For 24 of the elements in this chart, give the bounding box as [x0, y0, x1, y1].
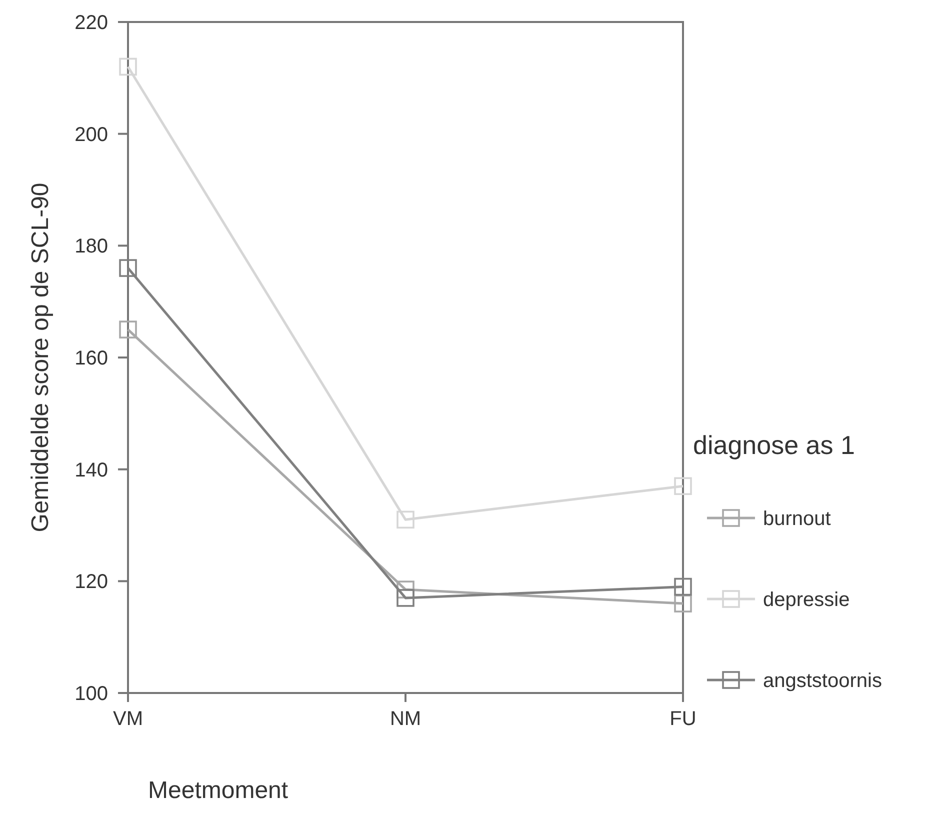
legend-label: angststoornis — [763, 670, 882, 692]
point — [119, 259, 137, 277]
point — [119, 320, 137, 338]
point — [396, 589, 414, 607]
y-tick-label: 200 — [74, 124, 108, 146]
y-tick-label: 120 — [74, 571, 108, 594]
legend-label: burnout — [763, 508, 832, 530]
legend-title: diagnose as 1 — [693, 430, 855, 460]
y-tick-label: 140 — [74, 459, 108, 482]
x-tick-label: FU — [670, 708, 696, 730]
y-axis-title: Gemiddelde score op de SCL-90 — [27, 182, 54, 532]
point — [396, 510, 414, 529]
point — [674, 477, 692, 496]
y-tick-label: 180 — [74, 236, 108, 258]
legend-label: depressie — [763, 589, 850, 611]
point — [674, 578, 692, 596]
y-tick-label: 220 — [74, 12, 108, 34]
point — [674, 594, 692, 612]
x-tick-label: NM — [390, 708, 422, 730]
x-axis-title: Meetmoment — [148, 777, 288, 804]
x-tick-label: VM — [113, 708, 143, 730]
point — [119, 58, 137, 76]
y-tick-label: 160 — [74, 348, 108, 370]
y-tick-label: 100 — [74, 683, 108, 705]
